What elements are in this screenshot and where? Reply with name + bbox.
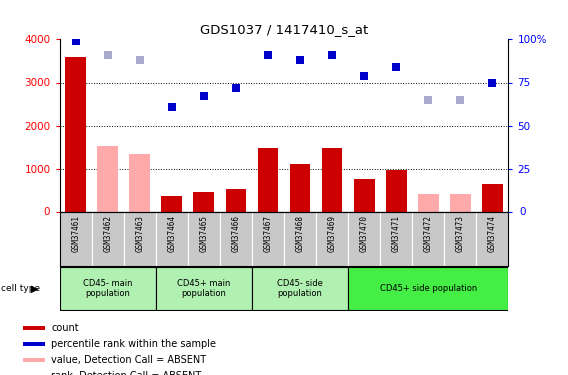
Bar — [482, 184, 503, 212]
Text: GSM37469: GSM37469 — [328, 214, 337, 252]
Bar — [23, 326, 45, 330]
Bar — [450, 194, 471, 212]
Text: GSM37471: GSM37471 — [392, 214, 400, 252]
Bar — [130, 154, 150, 212]
Bar — [60, 267, 156, 310]
Point — [264, 52, 273, 58]
Text: GSM37470: GSM37470 — [360, 214, 369, 252]
Point — [199, 93, 208, 99]
Bar — [321, 148, 343, 212]
Bar — [252, 267, 348, 310]
Text: GSM37468: GSM37468 — [295, 214, 304, 252]
Bar — [225, 189, 247, 212]
Text: 0: 0 — [44, 207, 50, 217]
Bar — [418, 194, 438, 212]
Point — [392, 64, 401, 70]
Bar — [97, 146, 118, 212]
Bar — [252, 212, 284, 266]
Text: GSM37473: GSM37473 — [456, 214, 465, 252]
Text: 0: 0 — [520, 207, 526, 217]
Point — [488, 80, 497, 86]
Bar — [194, 192, 214, 212]
Bar — [316, 212, 348, 266]
Bar — [161, 196, 182, 212]
Text: CD45- side
population: CD45- side population — [277, 279, 323, 298]
Point — [328, 52, 337, 58]
Bar — [124, 212, 156, 266]
Point — [168, 104, 177, 110]
Bar — [156, 212, 188, 266]
Bar — [220, 212, 252, 266]
Text: GSM37474: GSM37474 — [488, 214, 497, 252]
Text: GSM37472: GSM37472 — [424, 214, 433, 252]
Bar — [354, 178, 374, 212]
Text: value, Detection Call = ABSENT: value, Detection Call = ABSENT — [51, 355, 206, 365]
Point — [456, 97, 465, 103]
Point — [424, 97, 433, 103]
Bar — [477, 212, 508, 266]
Text: GSM37466: GSM37466 — [231, 214, 240, 252]
Bar — [156, 267, 252, 310]
Text: CD45- main
population: CD45- main population — [83, 279, 132, 298]
Text: ▶: ▶ — [31, 284, 39, 294]
Text: GSM37465: GSM37465 — [199, 214, 208, 252]
Text: GSM37467: GSM37467 — [264, 214, 273, 252]
Text: CD45+ main
population: CD45+ main population — [177, 279, 231, 298]
Bar — [65, 57, 86, 212]
Text: CD45+ side population: CD45+ side population — [379, 284, 477, 293]
Bar — [412, 212, 444, 266]
Text: GSM37462: GSM37462 — [103, 214, 112, 252]
Bar — [257, 148, 278, 212]
Text: GSM37461: GSM37461 — [71, 214, 80, 252]
Bar — [348, 212, 380, 266]
Bar — [91, 212, 124, 266]
Bar — [348, 267, 508, 310]
Point — [295, 57, 304, 63]
Bar — [284, 212, 316, 266]
Bar — [386, 170, 407, 212]
Point — [135, 57, 144, 63]
Point — [103, 52, 112, 58]
Point — [71, 38, 80, 44]
Text: cell type: cell type — [1, 284, 40, 293]
Bar — [380, 212, 412, 266]
Bar — [290, 164, 311, 212]
Text: rank, Detection Call = ABSENT: rank, Detection Call = ABSENT — [51, 371, 202, 375]
Text: GSM37463: GSM37463 — [135, 214, 144, 252]
Point — [360, 73, 369, 79]
Text: GDS1037 / 1417410_s_at: GDS1037 / 1417410_s_at — [200, 22, 368, 36]
Bar — [60, 212, 91, 266]
Bar — [444, 212, 477, 266]
Bar — [23, 342, 45, 346]
Bar — [23, 358, 45, 362]
Bar — [188, 212, 220, 266]
Point — [231, 85, 240, 91]
Text: GSM37464: GSM37464 — [168, 214, 176, 252]
Text: count: count — [51, 323, 79, 333]
Text: percentile rank within the sample: percentile rank within the sample — [51, 339, 216, 349]
